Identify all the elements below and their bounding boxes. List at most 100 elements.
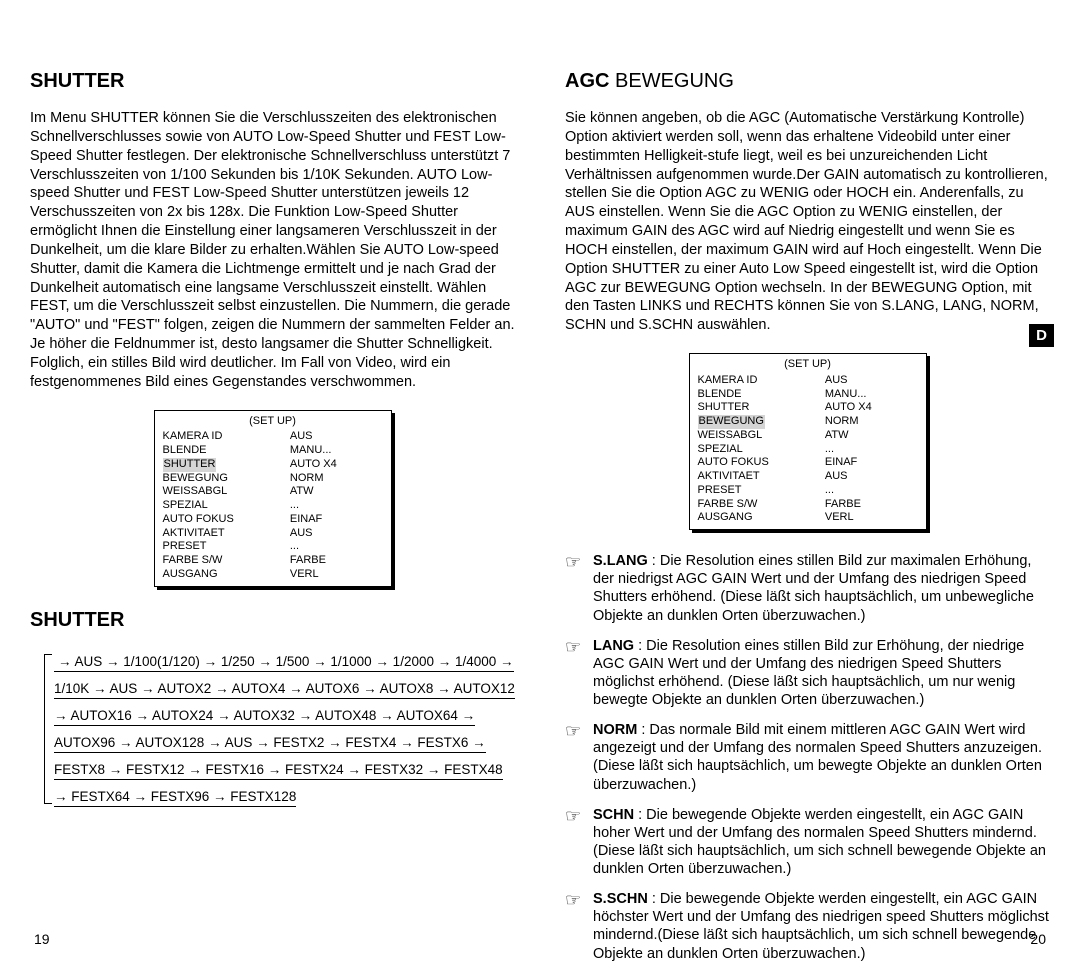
setup-row: SHUTTERAUTO X4 bbox=[698, 401, 918, 415]
note-text: NORM : Das normale Bild mit einem mittle… bbox=[593, 721, 1050, 794]
setup-value: EINAF bbox=[290, 513, 383, 527]
setup-value: FARBE bbox=[825, 498, 918, 512]
setup-label: PRESET bbox=[163, 540, 290, 554]
setup-label: FARBE S/W bbox=[163, 554, 290, 568]
right-column: AGC BEWEGUNG Sie können angeben, ob die … bbox=[565, 70, 1050, 975]
setup-value: MANU... bbox=[825, 388, 918, 402]
note-text: LANG : Die Resolution eines stillen Bild… bbox=[593, 637, 1050, 710]
setup-table-right: (SET UP) KAMERA IDAUSBLENDEMANU...SHUTTE… bbox=[689, 353, 927, 530]
setup-row: KAMERA IDAUS bbox=[163, 430, 383, 444]
setup-row: BEWEGUNGNORM bbox=[163, 472, 383, 486]
hand-icon: ☞ bbox=[565, 806, 593, 879]
agc-notes: ☞S.LANG : Die Resolution eines stillen B… bbox=[565, 552, 1050, 963]
note-item: ☞SCHN : Die bewegende Objekte werden ein… bbox=[565, 806, 1050, 879]
setup-value: FARBE bbox=[290, 554, 383, 568]
setup-row: PRESET... bbox=[163, 540, 383, 554]
note-item: ☞NORM : Das normale Bild mit einem mittl… bbox=[565, 721, 1050, 794]
setup-label: BEWEGUNG bbox=[163, 472, 290, 486]
setup-label: SHUTTER bbox=[698, 401, 825, 415]
setup-label: AUTO FOKUS bbox=[698, 456, 825, 470]
shutter-paragraph: Im Menu SHUTTER können Sie die Verschlus… bbox=[30, 109, 515, 392]
shutter-heading-2: SHUTTER bbox=[30, 609, 515, 632]
setup-value: AUS bbox=[825, 374, 918, 388]
setup-value: MANU... bbox=[290, 444, 383, 458]
setup-value: AUS bbox=[290, 527, 383, 541]
page-number-left: 19 bbox=[34, 931, 50, 947]
setup-label: AKTIVITAET bbox=[698, 470, 825, 484]
hand-icon: ☞ bbox=[565, 552, 593, 625]
setup-value: AUS bbox=[825, 470, 918, 484]
setup-label: AUSGANG bbox=[163, 568, 290, 582]
setup-row: FARBE S/WFARBE bbox=[163, 554, 383, 568]
note-item: ☞LANG : Die Resolution eines stillen Bil… bbox=[565, 637, 1050, 710]
setup-label: BLENDE bbox=[698, 388, 825, 402]
note-text: SCHN : Die bewegende Objekte werden eing… bbox=[593, 806, 1050, 879]
setup-row: BLENDEMANU... bbox=[698, 388, 918, 402]
note-text: S.SCHN : Die bewegende Objekte werden ei… bbox=[593, 890, 1050, 963]
setup-value: ... bbox=[290, 540, 383, 554]
setup-row: AUTO FOKUSEINAF bbox=[163, 513, 383, 527]
setup-label: BLENDE bbox=[163, 444, 290, 458]
setup-row: SPEZIAL... bbox=[698, 443, 918, 457]
setup-table-left: (SET UP) KAMERA IDAUSBLENDEMANU...SHUTTE… bbox=[154, 410, 392, 587]
setup-row: BLENDEMANU... bbox=[163, 444, 383, 458]
setup-label: SPEZIAL bbox=[698, 443, 825, 457]
setup-row: AKTIVITAETAUS bbox=[163, 527, 383, 541]
agc-paragraph: Sie können angeben, ob die AGC (Automati… bbox=[565, 109, 1050, 335]
hand-icon: ☞ bbox=[565, 890, 593, 963]
setup-label: KAMERA ID bbox=[698, 374, 825, 388]
setup-value: EINAF bbox=[825, 456, 918, 470]
agc-heading: AGC BEWEGUNG bbox=[565, 70, 1050, 93]
setup-value: ... bbox=[825, 484, 918, 498]
setup-row: AUTO FOKUSEINAF bbox=[698, 456, 918, 470]
setup-value: VERL bbox=[290, 568, 383, 582]
setup-label: BEWEGUNG bbox=[698, 415, 825, 429]
note-item: ☞S.SCHN : Die bewegende Objekte werden e… bbox=[565, 890, 1050, 963]
shutter-flow: → AUS → 1/100(1/120) → 1/250 → 1/500 → 1… bbox=[30, 648, 515, 810]
setup-label: SPEZIAL bbox=[163, 499, 290, 513]
setup-value: NORM bbox=[290, 472, 383, 486]
setup-value: ATW bbox=[825, 429, 918, 443]
setup-row: WEISSABGLATW bbox=[698, 429, 918, 443]
setup-row: BEWEGUNGNORM bbox=[698, 415, 918, 429]
setup-title: (SET UP) bbox=[163, 415, 383, 429]
agc-heading-light: BEWEGUNG bbox=[609, 70, 733, 92]
setup-row: AUSGANGVERL bbox=[163, 568, 383, 582]
page-tab-d: D bbox=[1029, 324, 1054, 347]
setup-value: ... bbox=[825, 443, 918, 457]
setup-title-r: (SET UP) bbox=[698, 358, 918, 372]
setup-label: WEISSABGL bbox=[163, 485, 290, 499]
shutter-heading-1: SHUTTER bbox=[30, 70, 515, 93]
setup-value: AUTO X4 bbox=[290, 458, 383, 472]
page-number-right: 20 bbox=[1030, 931, 1046, 947]
setup-label: FARBE S/W bbox=[698, 498, 825, 512]
note-item: ☞S.LANG : Die Resolution eines stillen B… bbox=[565, 552, 1050, 625]
setup-label: WEISSABGL bbox=[698, 429, 825, 443]
agc-heading-bold: AGC bbox=[565, 70, 609, 92]
setup-label: AKTIVITAET bbox=[163, 527, 290, 541]
setup-row: KAMERA IDAUS bbox=[698, 374, 918, 388]
setup-label: AUTO FOKUS bbox=[163, 513, 290, 527]
note-text: S.LANG : Die Resolution eines stillen Bi… bbox=[593, 552, 1050, 625]
setup-row: AUSGANGVERL bbox=[698, 511, 918, 525]
flow-text: → AUS → 1/100(1/120) → 1/250 → 1/500 → 1… bbox=[54, 654, 515, 807]
setup-value: AUTO X4 bbox=[825, 401, 918, 415]
setup-value: VERL bbox=[825, 511, 918, 525]
hand-icon: ☞ bbox=[565, 721, 593, 794]
setup-value: ... bbox=[290, 499, 383, 513]
setup-row: FARBE S/WFARBE bbox=[698, 498, 918, 512]
hand-icon: ☞ bbox=[565, 637, 593, 710]
setup-value: ATW bbox=[290, 485, 383, 499]
setup-row: SPEZIAL... bbox=[163, 499, 383, 513]
setup-label: PRESET bbox=[698, 484, 825, 498]
setup-row: SHUTTERAUTO X4 bbox=[163, 458, 383, 472]
setup-label: KAMERA ID bbox=[163, 430, 290, 444]
setup-label: AUSGANG bbox=[698, 511, 825, 525]
setup-label: SHUTTER bbox=[163, 458, 290, 472]
left-column: SHUTTER Im Menu SHUTTER können Sie die V… bbox=[30, 70, 515, 975]
setup-row: AKTIVITAETAUS bbox=[698, 470, 918, 484]
setup-value: AUS bbox=[290, 430, 383, 444]
setup-row: PRESET... bbox=[698, 484, 918, 498]
setup-row: WEISSABGLATW bbox=[163, 485, 383, 499]
setup-value: NORM bbox=[825, 415, 918, 429]
